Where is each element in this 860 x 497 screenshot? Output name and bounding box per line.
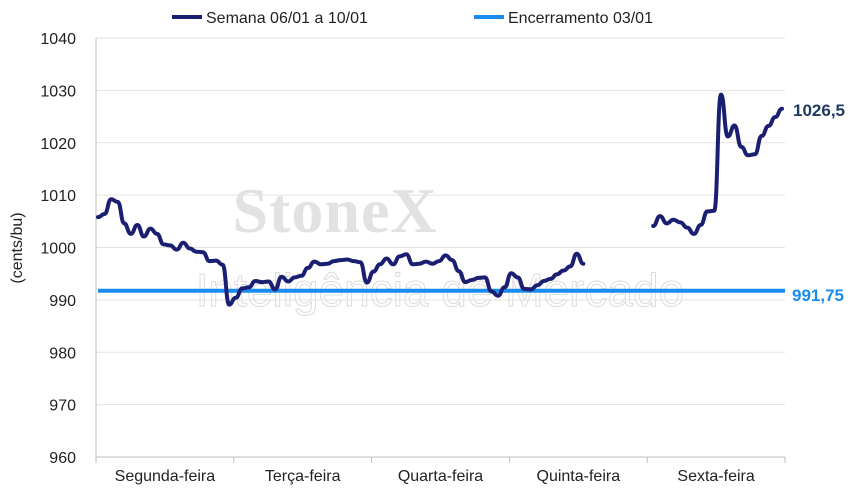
y-tick-label: 990 bbox=[49, 293, 76, 310]
legend-label-week: Semana 06/01 a 10/01 bbox=[206, 10, 368, 27]
y-tick-label: 960 bbox=[49, 450, 76, 467]
y-tick-label: 1000 bbox=[40, 241, 76, 258]
y-tick-label: 1030 bbox=[40, 83, 76, 100]
x-tick-label: Quinta-feira bbox=[537, 468, 621, 485]
watermark-brand: StoneX bbox=[232, 175, 437, 246]
y-tick-label: 980 bbox=[49, 345, 76, 362]
end-label-close: 991,75 bbox=[792, 286, 844, 305]
legend: Semana 06/01 a 10/01 Encerramento 03/01 bbox=[172, 10, 653, 27]
y-tick-label: 1040 bbox=[40, 31, 76, 48]
series-group bbox=[96, 92, 785, 307]
x-tick-label: Quarta-feira bbox=[398, 468, 483, 485]
end-label-week: 1026,5 bbox=[793, 101, 845, 120]
y-tick-label: 970 bbox=[49, 398, 76, 415]
y-tick-label: 1020 bbox=[40, 136, 76, 153]
x-axis: Segunda-feira Terça-feira Quarta-feira Quin… bbox=[95, 457, 786, 485]
legend-label-close: Encerramento 03/01 bbox=[508, 10, 653, 27]
y-axis: 960 970 980 990 1000 1010 1020 1030 1040 bbox=[40, 31, 97, 467]
x-tick-label: Segunda-feira bbox=[115, 468, 216, 485]
watermark: StoneX Inteligência de Mercado bbox=[195, 175, 684, 317]
y-axis-title: (cents/bu) bbox=[9, 212, 26, 283]
gridlines bbox=[96, 37, 785, 406]
x-tick-label: Sexta-feira bbox=[677, 468, 754, 485]
series-line-week bbox=[96, 197, 586, 307]
series-line-week bbox=[651, 92, 784, 236]
y-tick-label: 1010 bbox=[40, 188, 76, 205]
x-tick-label: Terça-feira bbox=[265, 468, 341, 485]
